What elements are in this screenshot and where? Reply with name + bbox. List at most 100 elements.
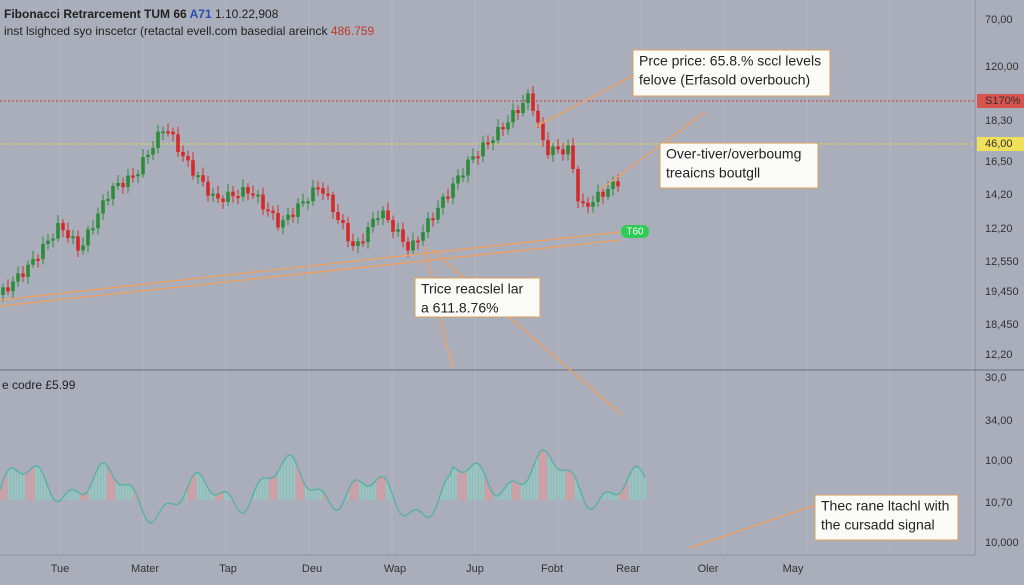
candle: [191, 160, 195, 176]
candle: [16, 273, 20, 282]
candle: [356, 241, 360, 247]
candle: [41, 243, 45, 260]
price-label: 12,20: [985, 223, 1013, 235]
candle: [221, 198, 225, 203]
candle: [526, 93, 530, 104]
candle: [286, 214, 290, 220]
candle: [71, 236, 75, 239]
candle: [156, 131, 160, 149]
candle: [316, 187, 320, 190]
candle: [106, 198, 110, 201]
candle: [396, 229, 400, 232]
candle: [176, 134, 180, 152]
candle: [251, 193, 255, 196]
candle: [606, 188, 610, 197]
candle: [186, 156, 190, 161]
candle: [291, 214, 295, 217]
candle: [536, 110, 540, 123]
candle: [571, 145, 575, 170]
indicator-axis-label: 10,70: [985, 497, 1013, 509]
time-label: Mater: [131, 563, 159, 575]
indicator-label: e codre £5.99: [2, 378, 76, 392]
candle: [236, 196, 240, 199]
candle: [511, 110, 515, 123]
indicator-axis-label: 30,0: [985, 372, 1006, 384]
annotation-text: Thec rane ltachl with: [821, 498, 949, 514]
candle: [601, 191, 605, 197]
candle: [46, 240, 50, 244]
candle: [401, 229, 405, 242]
annotation-text: the cursadd signal: [821, 517, 935, 533]
annotation-text: a 611.8.76%: [421, 300, 499, 316]
candle: [546, 140, 550, 155]
candle: [491, 140, 495, 144]
candle: [196, 175, 200, 178]
candle: [566, 145, 570, 155]
subtitle: inst lsighced syo inscetcr (retactal eve…: [4, 24, 375, 38]
candle: [226, 191, 230, 203]
candle: [36, 258, 40, 261]
price-label: 12,20: [985, 349, 1013, 361]
candle: [496, 127, 500, 141]
candle: [81, 245, 85, 251]
time-label: Wap: [384, 563, 406, 575]
candle: [516, 110, 520, 114]
candle: [551, 146, 555, 155]
candle: [91, 228, 95, 231]
candle: [411, 240, 415, 251]
candle: [486, 142, 490, 145]
time-label: Deu: [302, 563, 322, 575]
candle: [561, 149, 565, 155]
candle: [121, 182, 125, 188]
candle: [586, 202, 590, 207]
candle: [431, 218, 435, 221]
candle: [441, 196, 445, 208]
time-label: Jup: [466, 563, 484, 575]
candle: [336, 212, 340, 220]
candle: [366, 227, 370, 243]
candle: [126, 175, 130, 188]
candle: [296, 203, 300, 217]
candle: [576, 169, 580, 202]
candle: [461, 175, 465, 178]
indicator-axis-label: 34,00: [985, 415, 1013, 427]
title: Fibonacci Retrarcement TUM 66 A71 1.10.2…: [4, 7, 279, 21]
candle: [131, 175, 135, 178]
candle: [611, 181, 615, 189]
candle: [311, 187, 315, 202]
candle: [451, 183, 455, 198]
candle: [51, 238, 55, 241]
annotation-text: Trice reacslel lar: [421, 281, 524, 297]
time-label: Fobt: [541, 563, 563, 575]
candle: [256, 194, 260, 197]
candle: [26, 264, 30, 277]
annotation-text: Prce price: 65.8.% sccl levels: [639, 53, 821, 69]
candle: [326, 193, 330, 196]
candle: [281, 219, 285, 228]
candle: [456, 175, 460, 184]
candle: [96, 213, 100, 229]
candle: [346, 222, 350, 242]
annotations: Prce price: 65.8.% sccl levels felove (Er…: [414, 49, 959, 541]
price-label: 18,30: [985, 115, 1013, 127]
candle: [351, 241, 355, 247]
candle: [171, 131, 175, 135]
candle: [141, 157, 145, 175]
annotation-box: [414, 277, 541, 318]
price-label: 16,50: [985, 156, 1013, 168]
candle: [66, 230, 70, 238]
candle: [116, 182, 120, 186]
candle: [111, 185, 115, 199]
price-label: 120,00: [985, 61, 1019, 73]
time-label: Rear: [616, 563, 640, 575]
candle: [11, 281, 15, 292]
candle: [421, 232, 425, 241]
candle: [476, 156, 480, 159]
candle: [151, 148, 155, 155]
annotation-text: treaicns boutgll: [666, 165, 760, 181]
candle: [21, 273, 25, 277]
candle: [466, 159, 470, 176]
price-label: 12,550: [985, 256, 1019, 268]
signal-badge: T60: [626, 227, 644, 238]
